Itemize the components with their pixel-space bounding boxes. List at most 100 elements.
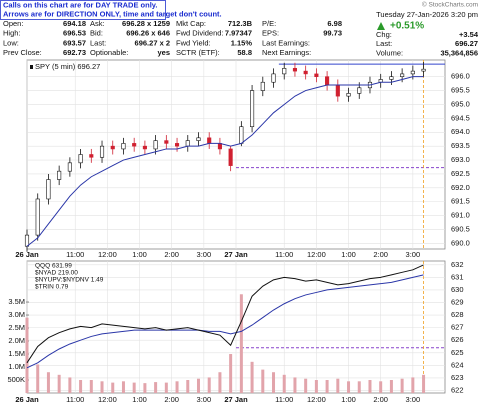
x-tick-label: 3:00 — [406, 395, 421, 404]
quote-label: Prev Close: — [3, 48, 42, 57]
volume-bar — [304, 378, 308, 393]
y-tick-label: 690.5 — [451, 225, 470, 234]
quote-label: Bid: — [90, 29, 103, 38]
x-tick-label: 27 Jan — [224, 395, 248, 404]
quote-label: Chg: — [376, 30, 392, 39]
y2-tick-label: 3.0M — [8, 310, 25, 319]
quote-value: 696.27 — [455, 39, 478, 48]
volume-bar — [111, 382, 115, 393]
quote-value: 58.8 — [237, 48, 252, 57]
volume-bar — [368, 380, 372, 393]
quote-value: 99.73 — [323, 29, 342, 38]
volume-bar — [46, 372, 50, 393]
up-arrow — [377, 22, 385, 30]
y-tick-label: 695.0 — [451, 99, 470, 108]
legend-swatch — [30, 65, 33, 69]
quote-label: P/E: — [262, 19, 276, 28]
candle-body — [46, 179, 51, 200]
volume-bar — [121, 381, 125, 393]
quote-value: 696.26 x 646 — [126, 29, 170, 38]
volume-bar — [164, 382, 168, 393]
change-percent: +0.51% — [390, 21, 424, 32]
volume-bar — [175, 381, 179, 393]
quote-label: Last: — [376, 39, 392, 48]
volume-bar — [79, 380, 83, 393]
x-tick-label: 11:00 — [275, 395, 293, 404]
volume-bar — [293, 377, 297, 393]
quote-value: yes — [157, 48, 170, 57]
candle-body — [239, 126, 244, 144]
y-tick-label: 626 — [451, 335, 464, 344]
quote-label: High: — [3, 29, 21, 38]
quote-value: 696.28 x 1259 — [122, 19, 170, 28]
y-tick-label: 627 — [451, 323, 464, 332]
volume-bar — [100, 381, 104, 393]
candle-body — [78, 154, 83, 164]
candle-body — [282, 68, 287, 75]
price-line — [26, 264, 424, 364]
notice-line: Calls on this chart are for DAY TRADE on… — [3, 0, 157, 9]
candle-body — [357, 87, 362, 94]
quote-value: 696.27 x 2 — [135, 38, 170, 47]
y-tick-label: 630 — [451, 285, 464, 294]
legend: $NYAD 219.00 — [35, 270, 78, 277]
volume-bar — [68, 377, 72, 393]
volume-bar — [314, 380, 318, 393]
quote-label: Optionable: — [90, 48, 128, 57]
volume-bar — [186, 380, 190, 393]
x-tick-label: 3:00 — [197, 395, 212, 404]
volume-bar — [143, 383, 147, 393]
quote-label: Open: — [3, 19, 23, 28]
volume-bar — [272, 372, 276, 393]
x-tick-label: 3:00 — [197, 250, 212, 259]
quote-value: 7.97347 — [225, 29, 252, 38]
x-tick-label: 12:00 — [307, 250, 326, 259]
quote-label: Last Earnings: — [262, 38, 310, 47]
volume-bar — [239, 294, 243, 393]
y-tick-label: 690.0 — [451, 238, 470, 247]
y2-tick-label: 1.5M — [8, 349, 25, 358]
x-tick-label: 11:00 — [66, 250, 84, 259]
y-tick-label: 694.0 — [451, 127, 470, 136]
y-tick-label: 692.5 — [451, 169, 470, 178]
volume-bar — [422, 374, 426, 393]
y2-tick-label: 1.0M — [8, 362, 25, 371]
volume-bar — [389, 380, 393, 393]
candle-body — [421, 68, 426, 72]
quote-value: 6.98 — [327, 19, 342, 28]
candle-body — [400, 73, 405, 77]
volume-bar — [336, 378, 340, 393]
y-tick-label: 632 — [451, 260, 464, 269]
quote-value: 712.3B — [228, 19, 253, 28]
y-tick-label: 696.0 — [451, 72, 470, 81]
legend: $NYUPV:$NYDNV 1.49 — [35, 277, 104, 284]
legend: QQQ 631.99 — [35, 263, 72, 270]
x-tick-label: 26 Jan — [15, 395, 39, 404]
y-tick-label: 693.0 — [451, 155, 470, 164]
candle-body — [175, 143, 180, 147]
date: Tuesday 27-Jan-2026 3:20 pm — [376, 10, 478, 19]
y-tick-label: 694.5 — [451, 113, 470, 122]
quote-value: 693.57 — [63, 38, 86, 47]
x-tick-label: 27 Jan — [224, 250, 248, 259]
candle-body — [35, 198, 40, 236]
x-tick-label: 1:00 — [341, 250, 356, 259]
panel-layer: 26 Jan 11:00 12:00 1:00 2:00 3:00 27 Jan 11:00 1… — [7, 260, 463, 404]
candle-body — [250, 90, 255, 128]
quote-label: Next Earnings: — [262, 48, 311, 57]
candle-body — [271, 73, 276, 83]
y-tick-label: 625 — [451, 348, 464, 357]
volume-bar — [89, 380, 93, 393]
y2-tick-label: 3.5M — [8, 297, 25, 306]
y-tick-label: 695.5 — [451, 86, 470, 95]
candle-body — [142, 145, 147, 150]
candle-body — [110, 145, 115, 150]
quote-label: Mkt Cap: — [176, 19, 206, 28]
x-tick-label: 2:00 — [373, 395, 388, 404]
quote-value: 1.15% — [231, 38, 253, 47]
x-tick-label: 12:00 — [98, 395, 117, 404]
volume-bar — [57, 374, 61, 393]
panel-layer: 26 Jan 11:00 12:00 1:00 2:00 3:00 27 Jan 11:00 1… — [15, 60, 470, 259]
candle-body — [207, 137, 212, 144]
